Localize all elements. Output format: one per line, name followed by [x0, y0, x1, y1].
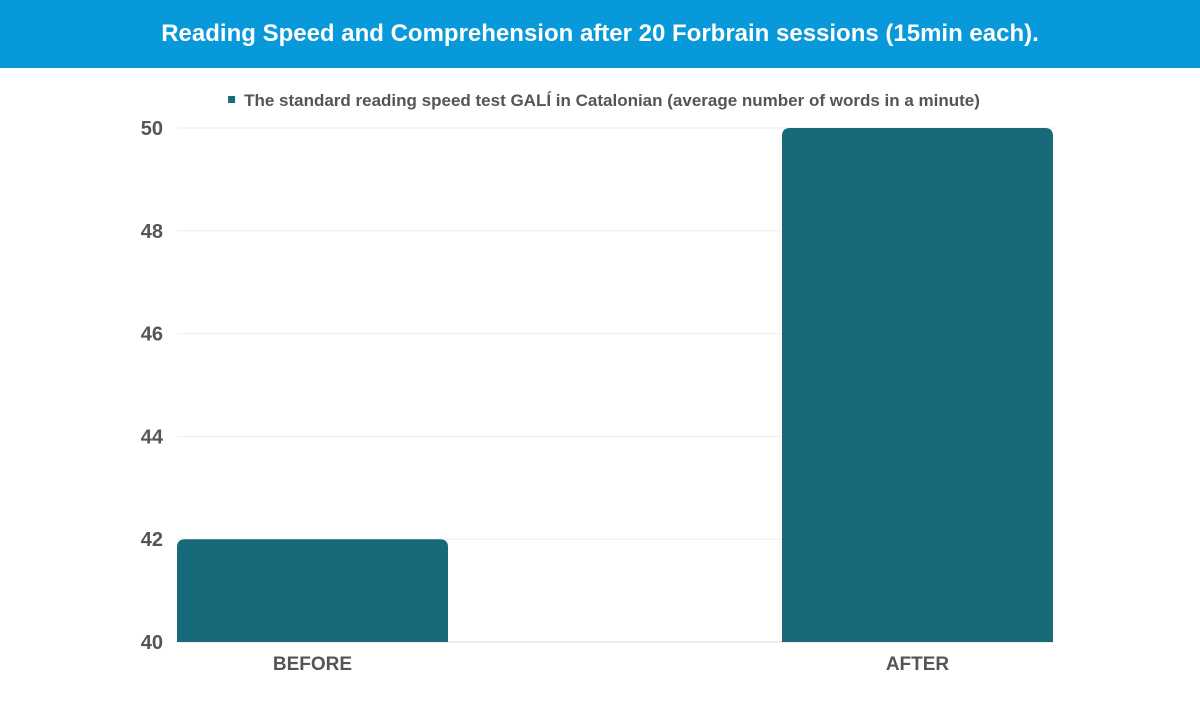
y-tick-label: 48 [141, 221, 163, 243]
bars [177, 128, 1053, 642]
chart-title: Reading Speed and Comprehension after 20… [161, 20, 1039, 47]
x-category-label: AFTER [886, 654, 950, 675]
bar-after [782, 128, 1053, 642]
title-bar: Reading Speed and Comprehension after 20… [0, 0, 1200, 68]
x-category-label: BEFORE [273, 654, 352, 675]
y-tick-label: 50 [141, 118, 163, 140]
y-tick-label: 40 [141, 632, 163, 654]
bar-chart: 40 42 44 46 48 50 BEFORE AFTER The standard re… [141, 91, 1053, 675]
legend-label: The standard reading speed test GALÍ in … [244, 91, 980, 110]
x-axis-categories: BEFORE AFTER [273, 654, 950, 675]
y-axis-ticks: 40 42 44 46 48 50 [141, 118, 164, 654]
bar-before [177, 539, 448, 642]
y-tick-label: 42 [141, 529, 163, 551]
legend-swatch [228, 96, 236, 103]
y-tick-label: 44 [141, 426, 164, 448]
y-tick-label: 46 [141, 324, 163, 346]
legend: The standard reading speed test GALÍ in … [228, 91, 980, 110]
